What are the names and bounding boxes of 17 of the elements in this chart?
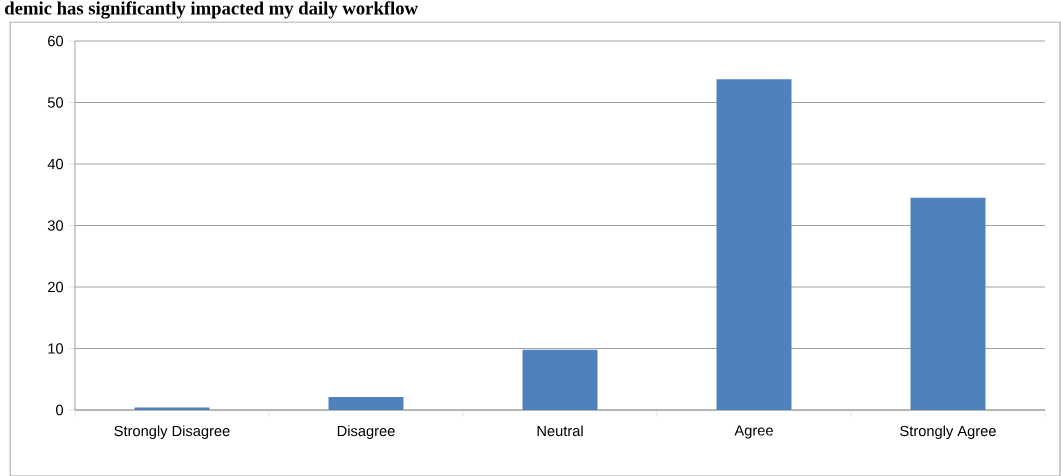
x-tick-label: Disagree [337,425,395,440]
bar [522,349,598,410]
x-tick-label: Strongly Disagree [114,425,230,440]
y-tick-label: 10 [48,343,64,354]
y-tick-label: 50 [47,97,64,108]
x-tick-label: Strongly Agree [900,425,996,440]
x-tick-label: Neutral [537,425,583,437]
x-tick-label: Agree [734,425,773,439]
y-tick-label: 30 [47,220,64,231]
y-tick-label: 20 [48,281,64,293]
bar [910,197,986,410]
bar [716,79,792,410]
y-tick-label: 60 [48,35,64,47]
chart-title: demic has significantly impacted my daily workflow [5,1,418,19]
y-tick-label: 40 [47,158,64,170]
y-tick-label: 0 [56,404,64,416]
bar [328,397,404,410]
